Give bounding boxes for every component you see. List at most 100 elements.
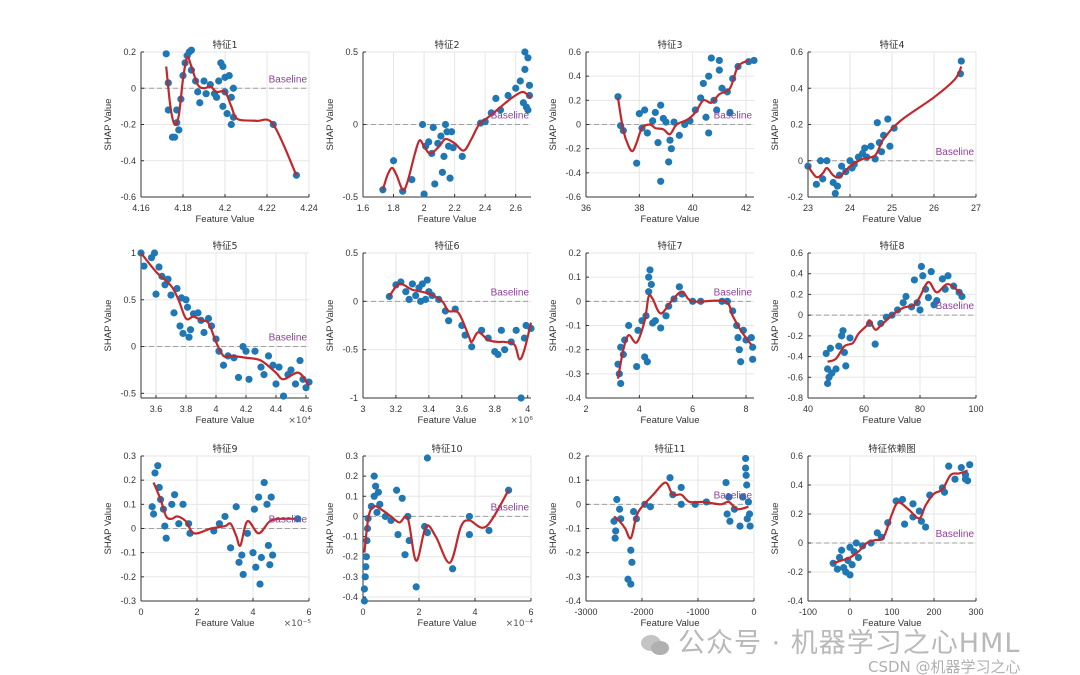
data-point bbox=[447, 128, 456, 136]
data-point bbox=[901, 520, 909, 528]
data-point bbox=[179, 329, 187, 338]
x-tick-label: 4.4 bbox=[270, 404, 283, 414]
data-point bbox=[951, 475, 959, 483]
fit-curve bbox=[616, 290, 753, 379]
data-point bbox=[148, 503, 156, 511]
data-point bbox=[256, 580, 264, 588]
subplot-4: 23 24 25 26 27 -0.2 0 0.2 0.4 0.6 Baseline 特征4 Featu… bbox=[770, 39, 981, 225]
data-point bbox=[707, 54, 715, 62]
data-point bbox=[186, 326, 195, 334]
data-point bbox=[458, 152, 466, 160]
data-point bbox=[646, 266, 654, 274]
y-tick-label: -0.3 bbox=[342, 572, 358, 582]
data-point bbox=[944, 272, 952, 280]
data-point bbox=[651, 108, 659, 117]
data-point bbox=[616, 505, 624, 513]
x-tick-label: 23 bbox=[803, 203, 813, 213]
data-point bbox=[431, 180, 439, 188]
data-point bbox=[842, 362, 850, 370]
y-tick-label: 0.3 bbox=[345, 451, 358, 461]
data-point bbox=[151, 469, 159, 477]
data-point bbox=[196, 99, 204, 107]
x-tick-label: 6 bbox=[690, 404, 695, 414]
x-tick-label: 4.24 bbox=[300, 203, 318, 213]
data-point bbox=[517, 394, 525, 402]
y-tick-label: -0.3 bbox=[565, 572, 581, 582]
fit-curve bbox=[140, 252, 310, 387]
y-tick-label: 0.4 bbox=[790, 269, 803, 279]
x-tick-label: -1000 bbox=[686, 607, 709, 617]
data-point bbox=[425, 138, 433, 146]
x-tick-label: 3.8 bbox=[489, 404, 502, 414]
data-point bbox=[916, 306, 924, 314]
x-tick-label: -100 bbox=[799, 607, 817, 617]
data-point bbox=[848, 561, 856, 569]
data-point bbox=[175, 520, 183, 528]
data-point bbox=[465, 512, 473, 521]
data-point bbox=[251, 347, 259, 355]
data-point bbox=[183, 303, 192, 311]
y-tick-label: 0 bbox=[576, 499, 581, 509]
subplot-title: 特征7 bbox=[657, 240, 682, 252]
x-tick-label: 4 bbox=[213, 404, 218, 414]
y-tick-label: 0.1 bbox=[568, 272, 581, 282]
data-point bbox=[162, 50, 170, 58]
data-point bbox=[255, 493, 263, 501]
x-axis-label: Feature Value bbox=[641, 618, 700, 629]
y-tick-label: -0.2 bbox=[565, 144, 581, 154]
data-point bbox=[854, 553, 863, 562]
x-axis-label: Feature Value bbox=[641, 415, 700, 426]
data-point bbox=[613, 495, 621, 504]
y-tick-label: -0.4 bbox=[787, 352, 803, 362]
data-point bbox=[715, 66, 723, 74]
x-tick-label: 38 bbox=[634, 203, 644, 213]
data-point bbox=[445, 317, 453, 325]
data-point bbox=[924, 293, 933, 302]
data-point bbox=[243, 529, 251, 537]
data-point bbox=[227, 120, 235, 129]
x-tick-label: 2 bbox=[416, 607, 421, 617]
watermark-csdn: CSDN @机器学习之心 bbox=[868, 658, 1021, 675]
data-point bbox=[817, 157, 825, 165]
y-tick-label: -0.5 bbox=[120, 388, 136, 398]
x-tick-label: 3 bbox=[360, 404, 365, 414]
y-tick-label: -0.2 bbox=[565, 548, 581, 558]
data-point bbox=[374, 488, 382, 496]
data-point bbox=[412, 291, 420, 300]
baseline-label: Baseline bbox=[269, 515, 308, 526]
data-point bbox=[630, 507, 638, 516]
data-point bbox=[839, 327, 847, 335]
y-axis-label: SHAP Value bbox=[770, 99, 781, 151]
x-tick-label: 2 bbox=[583, 404, 588, 414]
data-point bbox=[418, 120, 427, 129]
data-point bbox=[408, 280, 417, 288]
y-tick-label: 0 bbox=[353, 511, 358, 521]
x-tick-label: 4 bbox=[637, 404, 642, 414]
data-point bbox=[370, 472, 378, 480]
data-point bbox=[492, 94, 500, 102]
data-point bbox=[742, 471, 750, 479]
y-tick-label: 0.2 bbox=[568, 248, 581, 258]
data-point bbox=[726, 517, 734, 525]
y-tick-label: 0.2 bbox=[568, 95, 581, 105]
data-point bbox=[194, 88, 202, 96]
data-point bbox=[662, 312, 670, 320]
data-point bbox=[175, 126, 183, 134]
subplot-7: 2 4 6 8 -0.4 -0.3 -0.2 -0.1 0 0.1 0.2 Baseline 特征7 Fe… bbox=[548, 240, 757, 426]
baseline-label: Baseline bbox=[936, 147, 975, 158]
data-point bbox=[170, 309, 178, 317]
data-point bbox=[833, 182, 842, 190]
data-point bbox=[677, 500, 685, 508]
y-tick-label: 0.2 bbox=[790, 289, 803, 299]
data-point bbox=[215, 77, 223, 85]
y-tick-label: 0.2 bbox=[790, 120, 803, 130]
x-tick-label: 4.18 bbox=[174, 203, 192, 213]
y-tick-label: 0 bbox=[131, 524, 136, 534]
y-tick-label: -0.5 bbox=[342, 345, 358, 355]
data-point bbox=[420, 190, 428, 198]
data-point bbox=[966, 461, 974, 469]
subplot-8: 40 60 80 100 -0.8 -0.6 -0.4 -0.2 0 0.2 0.4 0.6 Basel… bbox=[770, 240, 984, 426]
data-point bbox=[634, 326, 642, 334]
y-axis-label: SHAP Value bbox=[103, 300, 114, 352]
data-point bbox=[219, 361, 228, 369]
